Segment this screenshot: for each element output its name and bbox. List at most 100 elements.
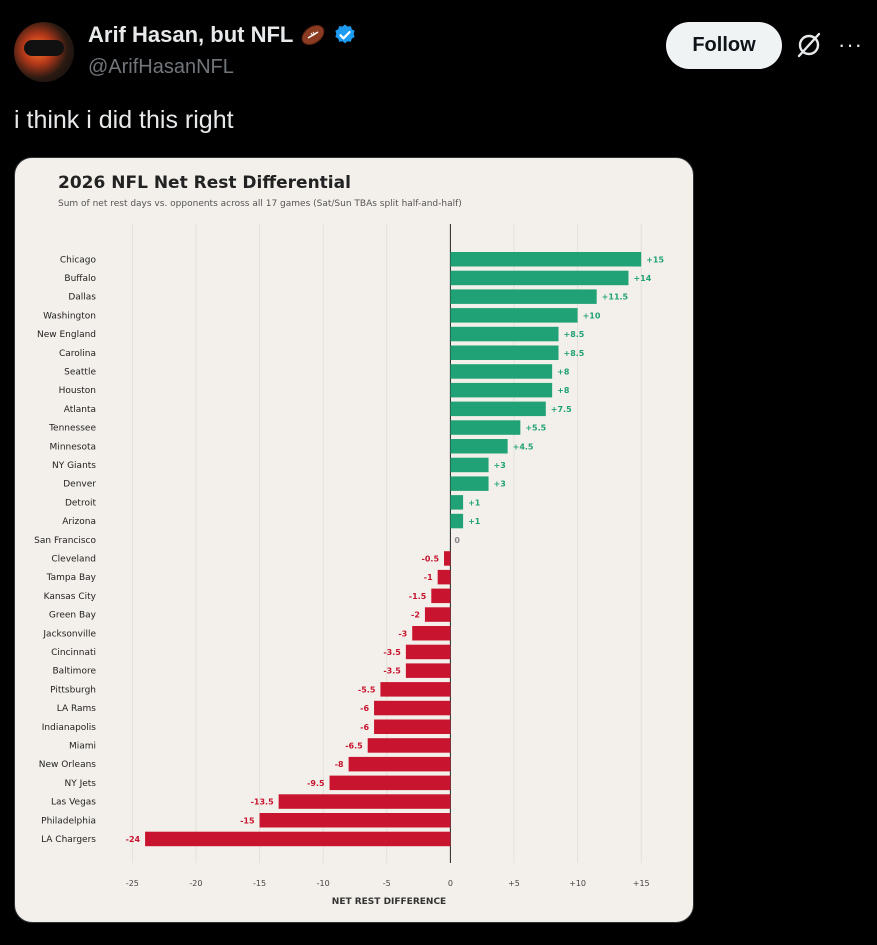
author-name-row: Arif Hasan, but NFL — [88, 22, 357, 48]
value-label: -3 — [398, 629, 407, 638]
avatar-visor — [24, 40, 64, 56]
follow-button[interactable]: Follow — [666, 22, 782, 69]
category-label: Arizona — [62, 517, 96, 527]
value-label: -6 — [360, 704, 369, 713]
value-label: -1 — [424, 573, 433, 582]
category-label: Dallas — [68, 293, 96, 303]
category-label: Las Vegas — [51, 798, 96, 808]
value-label: +15 — [646, 255, 664, 264]
bar — [450, 401, 546, 417]
category-label: Seattle — [64, 367, 96, 377]
category-label: Pittsburgh — [50, 685, 96, 695]
football-icon — [301, 24, 325, 46]
category-label: Atlanta — [64, 405, 96, 415]
avatar[interactable] — [14, 22, 74, 82]
category-label: LA Rams — [57, 704, 97, 714]
category-label: Detroit — [65, 498, 97, 508]
value-label: -24 — [126, 835, 141, 844]
bar — [348, 756, 451, 772]
value-label: +1 — [468, 517, 481, 526]
grok-icon[interactable] — [794, 30, 824, 60]
category-label: San Francisco — [34, 536, 96, 546]
category-label: Cleveland — [51, 554, 96, 564]
bar — [450, 345, 559, 360]
category-label: Green Bay — [49, 611, 97, 621]
value-label: -1.5 — [409, 592, 427, 601]
value-label: -6 — [360, 723, 369, 732]
category-label: Indianapolis — [42, 723, 97, 733]
bar — [380, 682, 451, 697]
bar — [145, 831, 451, 847]
bar — [450, 476, 489, 491]
category-label: Tennessee — [48, 424, 96, 434]
category-label: LA Chargers — [41, 835, 96, 845]
bar — [450, 513, 464, 529]
category-label: Houston — [59, 386, 96, 396]
x-tick-label: -15 — [253, 879, 266, 888]
bar — [450, 439, 508, 454]
value-label: 0 — [454, 536, 460, 545]
bar — [437, 569, 451, 585]
category-label: Cincinnati — [51, 648, 96, 658]
value-label: +7.5 — [551, 405, 572, 414]
bar — [450, 252, 642, 267]
category-label: Denver — [63, 480, 96, 490]
x-tick-label: -5 — [383, 879, 391, 888]
x-tick-label: +5 — [508, 879, 520, 888]
value-label: -3.5 — [383, 648, 401, 657]
category-label: Baltimore — [52, 667, 96, 677]
bar — [450, 364, 553, 379]
value-label: +1 — [468, 498, 481, 507]
bar — [367, 738, 451, 753]
display-name[interactable]: Arif Hasan, but NFL — [88, 22, 294, 47]
bar — [329, 775, 451, 791]
bar — [374, 700, 451, 716]
category-label: Kansas City — [44, 592, 97, 602]
category-label: Tampa Bay — [46, 573, 97, 583]
bar — [450, 289, 597, 304]
chart-subtitle: Sum of net rest days vs. opponents acros… — [58, 199, 462, 209]
category-label: NY Giants — [52, 461, 96, 471]
category-label: Jacksonville — [42, 629, 96, 639]
bar — [259, 813, 451, 828]
category-label: New England — [37, 330, 96, 340]
value-label: +8 — [557, 386, 570, 395]
value-label: +11.5 — [602, 293, 629, 302]
value-label: +4.5 — [513, 442, 534, 451]
x-tick-label: +15 — [633, 879, 650, 888]
bar — [405, 663, 451, 678]
value-label: +10 — [583, 311, 601, 320]
bar — [450, 495, 464, 510]
bar — [444, 551, 451, 566]
value-label: -9.5 — [307, 779, 325, 788]
author-handle[interactable]: @ArifHasanNFL — [88, 56, 234, 78]
value-label: -6.5 — [345, 741, 363, 750]
tweet-text: i think i did this right — [14, 106, 234, 134]
value-label: -2 — [411, 611, 420, 620]
verified-badge-icon — [335, 24, 355, 44]
value-label: +8.5 — [564, 330, 585, 339]
category-label: Washington — [43, 311, 96, 321]
value-label: +3 — [494, 461, 506, 470]
bar — [450, 308, 578, 323]
value-label: +5.5 — [525, 424, 546, 433]
value-label: +8 — [557, 367, 570, 376]
category-label: Carolina — [59, 349, 96, 359]
bar-layer — [145, 252, 642, 847]
value-label: +8.5 — [564, 349, 585, 358]
category-label: Miami — [69, 741, 96, 751]
value-label: -5.5 — [358, 685, 376, 694]
value-label: -8 — [335, 760, 344, 769]
category-label: Philadelphia — [41, 816, 96, 826]
chart-image-card[interactable]: 2026 NFL Net Rest Differential Sum of ne… — [14, 157, 694, 923]
more-options-icon[interactable]: ··· — [838, 32, 863, 57]
bar — [405, 644, 451, 660]
bar — [412, 626, 451, 641]
x-axis-label: NET REST DIFFERENCE — [332, 897, 446, 907]
x-tick-label: -10 — [317, 879, 330, 888]
category-label: Buffalo — [64, 274, 96, 284]
bar — [450, 420, 521, 435]
bar — [424, 607, 451, 622]
